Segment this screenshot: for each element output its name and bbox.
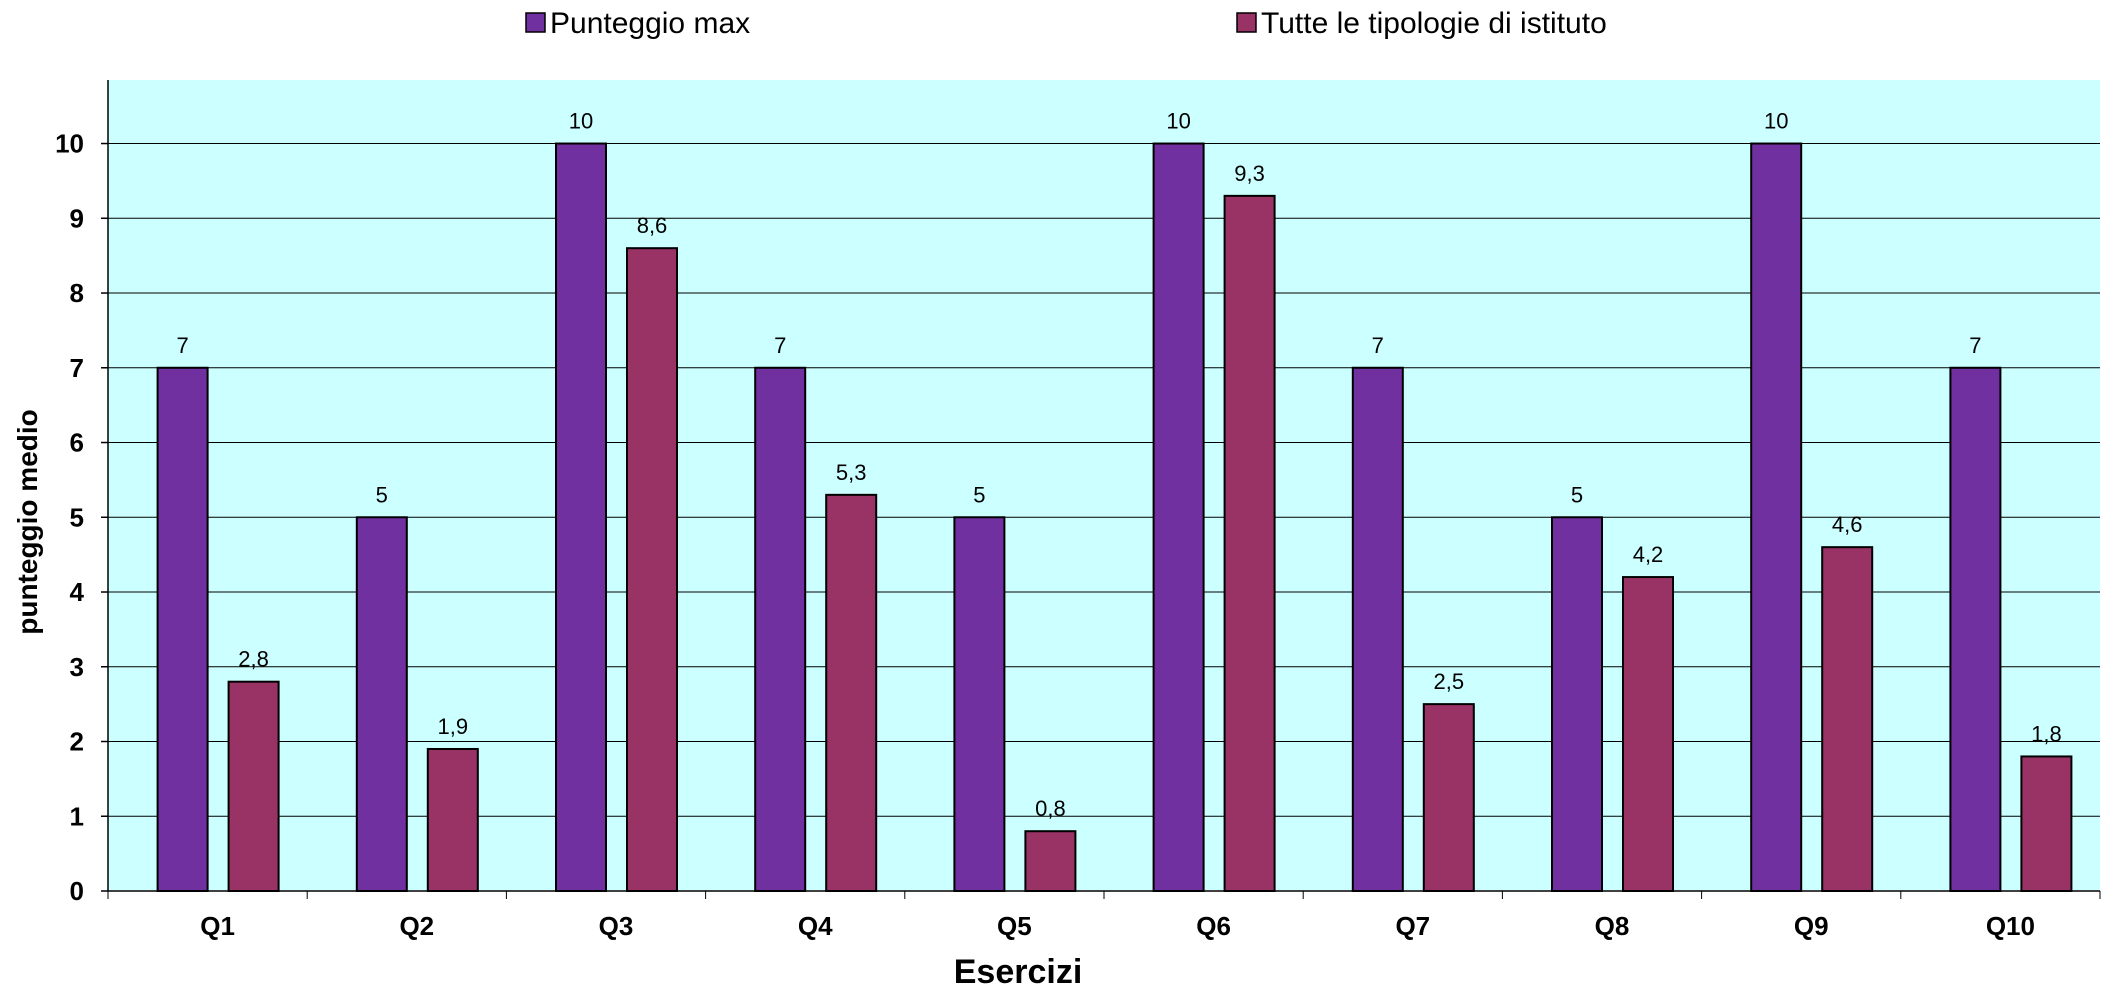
data-label-series-2: 2,8 (238, 647, 269, 672)
y-tick-label: 3 (70, 652, 84, 682)
bar-series-2 (426, 747, 479, 892)
data-label-series-2: 2,5 (1434, 669, 1465, 694)
bar-series-1 (1551, 516, 1603, 892)
x-tick-label: Q9 (1794, 911, 1829, 941)
data-label-series-1: 5 (973, 482, 985, 507)
data-label-series-1: 7 (176, 333, 188, 358)
y-axis-title: punteggio medio (12, 409, 43, 635)
bar-series-1 (1750, 142, 1803, 893)
legend-swatch-series-2 (1236, 12, 1257, 33)
data-label-series-2: 1,9 (438, 714, 469, 739)
bar-series-2 (2020, 755, 2073, 893)
bar-series-2 (626, 247, 678, 892)
y-tick-label: 7 (70, 353, 84, 383)
legend: Punteggio max Tutte le tipologie di isti… (525, 7, 1607, 40)
data-label-series-2: 5,3 (836, 460, 867, 485)
y-tick-label: 6 (70, 428, 84, 458)
y-tick-label: 4 (70, 577, 85, 607)
bar-series-1 (1351, 366, 1404, 893)
data-label-series-2: 4,6 (1832, 512, 1863, 537)
x-tick-label: Q5 (997, 911, 1032, 941)
x-tick-label: Q10 (1986, 911, 2035, 941)
data-label-series-1: 7 (1969, 333, 1981, 358)
data-label-series-1: 7 (1372, 333, 1384, 358)
data-label-series-1: 7 (774, 333, 786, 358)
data-label-series-2: 9,3 (1234, 161, 1265, 186)
data-label-series-2: 1,8 (2031, 721, 2062, 746)
y-tick-label: 9 (70, 203, 84, 233)
data-label-series-1: 5 (1571, 482, 1583, 507)
bar-series-2 (1622, 576, 1674, 892)
bar-series-1 (1949, 366, 2002, 893)
y-tick-label: 8 (70, 278, 84, 308)
data-label-series-1: 10 (1166, 109, 1190, 134)
legend-swatch-series-1 (525, 12, 546, 33)
bar-series-2 (227, 680, 280, 892)
y-tick-label: 5 (70, 502, 84, 532)
bar-series-1 (754, 366, 807, 893)
bar-series-2 (1821, 546, 1874, 892)
data-label-series-1: 10 (1764, 109, 1788, 134)
x-tick-label: Q6 (1196, 911, 1231, 941)
x-tick-label: Q1 (200, 911, 235, 941)
bar-series-1 (953, 516, 1006, 892)
x-tick-label: Q4 (798, 911, 833, 941)
y-tick-label: 10 (55, 129, 84, 159)
bar-series-2 (1223, 194, 1276, 893)
data-label-series-2: 4,2 (1633, 542, 1664, 567)
bar-series-2 (825, 493, 878, 892)
bar-series-2 (1024, 830, 1077, 892)
x-tick-label: Q8 (1595, 911, 1630, 941)
x-axis-title: Esercizi (954, 953, 1083, 990)
y-tick-label: 1 (70, 801, 84, 831)
y-tick-label: 0 (70, 876, 84, 906)
bar-series-1 (1152, 142, 1205, 893)
data-label-series-1: 10 (569, 109, 593, 134)
data-label-series-2: 8,6 (637, 213, 668, 238)
bar-series-1 (156, 366, 209, 893)
data-labels: 7 2,8 5 1,9 10 8,6 7 5,3 5 0,8 10 9,3 7 2,5 5 4,2 10 4,6 7… (176, 109, 2061, 822)
bars (156, 142, 2073, 893)
x-tick-labels: Q1 Q2 Q3 Q4 Q5 Q6 Q7 Q8 Q9 Q10 (107, 891, 2101, 941)
data-label-series-2: 0,8 (1035, 796, 1066, 821)
bar-series-1 (555, 142, 607, 893)
x-tick-label: Q2 (399, 911, 434, 941)
x-tick-label: Q7 (1395, 911, 1430, 941)
x-tick-label: Q3 (599, 911, 634, 941)
y-tick-label: 2 (70, 727, 84, 757)
legend-label-series-1: Punteggio max (550, 7, 750, 40)
y-tick-labels: 0 1 2 3 4 5 6 7 8 9 10 (55, 129, 108, 906)
bar-series-2 (1422, 703, 1475, 893)
legend-label-series-2: Tutte le tipologie di istituto (1261, 7, 1607, 40)
bar-series-1 (355, 516, 408, 892)
data-label-series-1: 5 (376, 482, 388, 507)
